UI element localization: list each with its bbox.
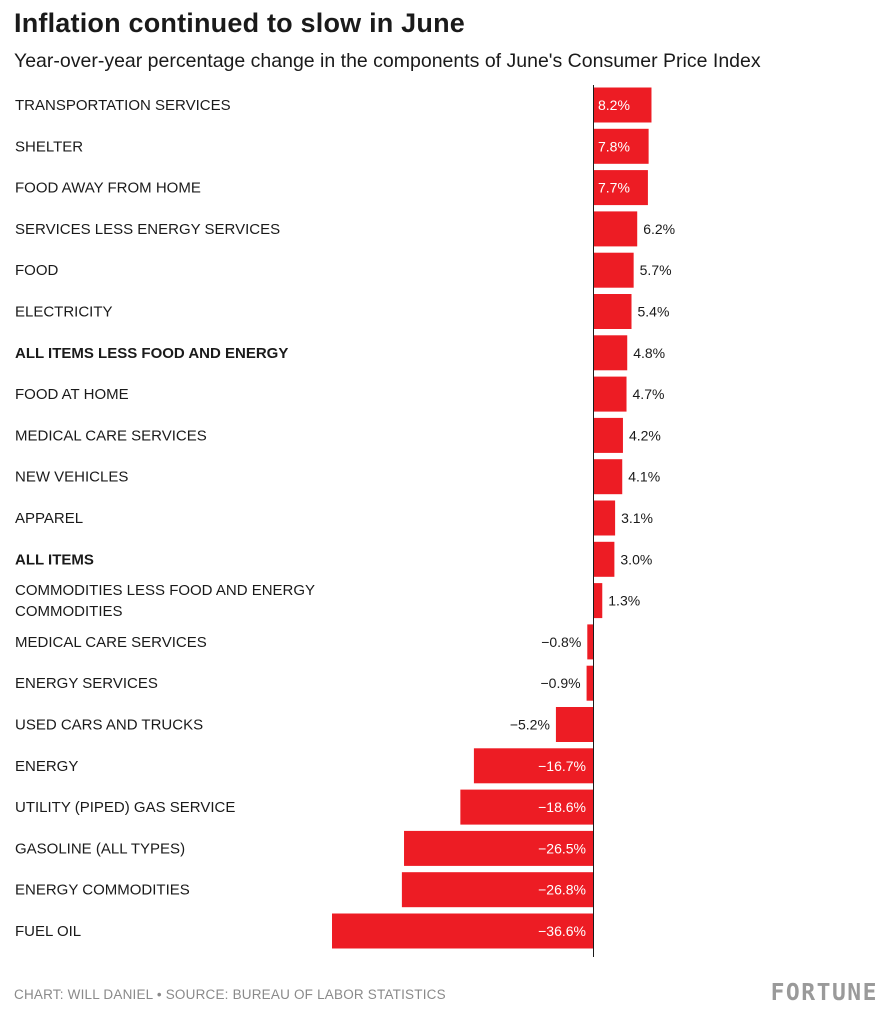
bar-fuel-oil-20 [332,913,593,949]
bar-medical-care-services-13 [587,624,593,660]
bar-electricity-5 [593,294,632,329]
value-label-food-away-from-home-2: 7.7% [598,180,630,196]
category-label-energy-services-14: ENERGY SERVICES [15,675,158,692]
category-label-used-cars-and-trucks-15: USED CARS AND TRUCKS [15,716,203,733]
value-label-used-cars-and-trucks-15: −5.2% [510,717,550,733]
category-label-food-4: FOOD [15,262,58,279]
category-label-commodities-less-food-and-energy-commodities-12: COMMODITIES LESS FOOD AND ENERGY COMMODIT… [15,582,315,620]
bar-shelter-1 [593,128,649,164]
category-label-gasoline-all-types-18: GASOLINE (ALL TYPES) [15,840,185,857]
bar-food-4 [593,252,634,288]
category-label-medical-care-services-8: MEDICAL CARE SERVICES [15,427,207,444]
value-label-shelter-1: 7.8% [598,138,630,154]
category-label-energy-16: ENERGY [15,757,78,774]
category-label-all-items-11: ALL ITEMS [15,551,94,568]
value-label-all-items-11: 3.0% [620,551,652,567]
category-label-shelter-1: SHELTER [15,138,83,155]
value-label-apparel-10: 3.1% [621,510,653,526]
value-label-food-at-home-7: 4.7% [633,386,665,402]
value-label-services-less-energy-services-3: 6.2% [643,221,675,237]
value-label-energy-16: −16.7% [538,758,586,774]
bar-transportation-services-0 [593,87,652,123]
bars-group: TRANSPORTATION SERVICES 8.2% SHELTER 7.8% FO… [15,87,675,949]
value-label-fuel-oil-20: −36.6% [538,923,586,939]
value-label-utility-piped-gas-service-17: −18.6% [538,799,586,815]
bar-medical-care-services-8 [593,417,623,453]
bar-new-vehicles-9 [593,459,623,495]
category-label-electricity-5: ELECTRICITY [15,303,113,320]
bar-services-less-energy-services-3 [593,211,638,247]
bar-utility-piped-gas-service-17 [460,789,593,825]
bar-chart: TRANSPORTATION SERVICES 8.2% SHELTER 7.8% FO… [15,85,675,957]
value-label-transportation-services-0: 8.2% [598,97,630,113]
chart-credit: CHART: WILL DANIEL • SOURCE: BUREAU OF L… [14,987,446,1002]
category-label-energy-commodities-19: ENERGY COMMODITIES [15,881,190,898]
chart-subtitle: Year-over-year percentage change in the … [14,50,761,72]
category-label-fuel-oil-20: FUEL OIL [15,923,81,940]
category-label-food-at-home-7: FOOD AT HOME [15,386,129,403]
fortune-logo: FORTUNE [770,980,878,1006]
bar-all-items-less-food-and-energy-6 [593,335,628,371]
value-label-all-items-less-food-and-energy-6: 4.8% [633,345,665,361]
value-label-food-4: 5.7% [640,262,672,278]
value-label-energy-commodities-19: −26.8% [538,882,586,898]
value-label-energy-services-14: −0.9% [540,675,580,691]
bar-apparel-10 [593,500,616,536]
category-label-all-items-less-food-and-energy-6: ALL ITEMS LESS FOOD AND ENERGY [15,344,288,361]
bar-energy-services-14 [586,665,593,701]
value-label-medical-care-services-8: 4.2% [629,427,661,443]
bar-all-items-11 [593,541,615,577]
bar-used-cars-and-trucks-15 [555,707,593,742]
value-label-medical-care-services-13: −0.8% [541,634,581,650]
bar-food-at-home-7 [593,376,627,412]
value-label-electricity-5: 5.4% [638,304,670,320]
bar-energy-16 [473,748,593,784]
category-label-food-away-from-home-2: FOOD AWAY FROM HOME [15,179,201,196]
bar-gasoline-all-types-18 [404,830,593,866]
bar-food-away-from-home-2 [593,170,648,206]
category-label-apparel-10: APPAREL [15,510,83,527]
category-label-medical-care-services-13: MEDICAL CARE SERVICES [15,633,207,650]
category-label-new-vehicles-9: NEW VEHICLES [15,468,128,485]
bar-energy-commodities-19 [401,872,593,908]
chart-title: Inflation continued to slow in June [14,8,465,38]
value-label-new-vehicles-9: 4.1% [628,469,660,485]
category-label-transportation-services-0: TRANSPORTATION SERVICES [15,97,231,114]
category-label-utility-piped-gas-service-17: UTILITY (PIPED) GAS SERVICE [15,799,235,816]
value-label-commodities-less-food-and-energy-commodities-12: 1.3% [608,593,640,609]
bar-commodities-less-food-and-energy-commodities-12 [593,583,603,619]
category-label-services-less-energy-services-3: SERVICES LESS ENERGY SERVICES [15,220,280,237]
value-label-gasoline-all-types-18: −26.5% [538,840,586,856]
